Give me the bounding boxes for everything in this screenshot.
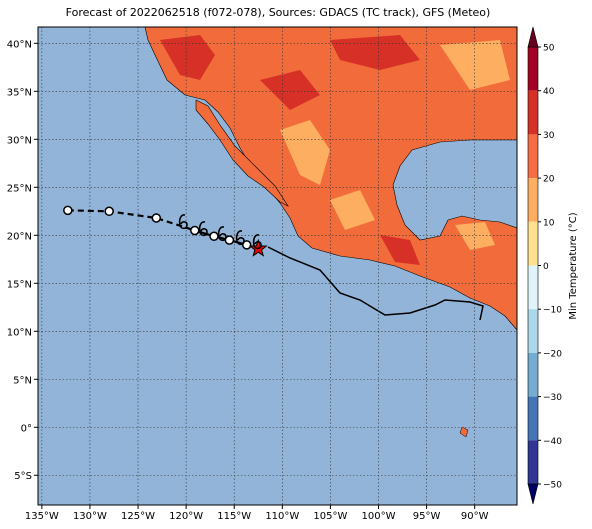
colorbar-band [528, 178, 538, 222]
colorbar-tick-label: −30 [543, 393, 562, 403]
lon-tick-label: 130°W [73, 511, 107, 522]
colorbar-band [528, 396, 538, 441]
track-line [67, 209, 196, 232]
colorbar-extend [527, 26, 539, 48]
colorbar-tick-label: −40 [543, 437, 562, 447]
lat-tick-label: 0° [21, 423, 32, 434]
colorbar-band [528, 90, 538, 135]
lat-tick-label: 15°N [7, 279, 32, 290]
title: Forecast of 2022062518 (f072-078), Sourc… [66, 6, 491, 19]
lon-tick-label: 120°W [169, 511, 203, 522]
colorbar-band [528, 309, 538, 353]
colorbar-band [528, 221, 538, 266]
map-frame [37, 26, 518, 506]
lat-tick-label: 35°N [7, 87, 32, 98]
lat-tick-label: 5°N [13, 375, 32, 386]
colorbar-band [528, 134, 538, 179]
colorbar-band [528, 440, 538, 484]
colorbar-tick-label: 50 [543, 44, 555, 54]
lon-tick-label: 115°W [217, 511, 251, 522]
colorbar-tick-label: 0 [543, 262, 549, 272]
colorbar-label: Min Temperature (°C) [568, 212, 579, 319]
track-point [241, 240, 252, 250]
colorbar-tick-label: 10 [543, 218, 555, 228]
colorbar-band [528, 265, 538, 310]
lon-tick-label: 100°W [362, 511, 396, 522]
colorbar-tick-label: −20 [543, 349, 562, 359]
temperature-patches [160, 35, 510, 438]
track-point [151, 213, 162, 223]
track-point [63, 205, 73, 216]
coastal-track [267, 246, 484, 321]
grid [38, 27, 517, 505]
lon-tick-label: 105°W [313, 511, 347, 522]
track-point [190, 225, 200, 236]
lat-tick-label: 20°N [7, 231, 32, 242]
lat-tick-label: 10°N [7, 327, 32, 338]
lon-tick-label: 125°W [121, 511, 155, 522]
lon-tick-label: 110°W [265, 511, 299, 522]
lat-tick-label: 40°N [7, 39, 32, 50]
lon-tick-label: 135°W [25, 511, 59, 522]
land [144, 27, 517, 331]
colorbar-band [528, 352, 538, 397]
colorbar-tick-label: −10 [543, 306, 562, 316]
colorbar-tick-label: 30 [543, 131, 555, 141]
colorbar-tick-label: 20 [543, 175, 555, 185]
lon-tick-label: 95°W [413, 511, 441, 522]
colorbar-extend [527, 483, 539, 505]
lat-tick-label: 30°N [7, 135, 32, 146]
colorbar-band [528, 47, 538, 91]
lon-tick-label: 90°W [461, 511, 489, 522]
baja-california [195, 99, 289, 207]
colorbar-tick-label: 40 [543, 87, 555, 97]
colorbar: 50 40 30 20 10 0 −10 −20 −30 −40 −50 [527, 26, 562, 505]
map-area [38, 27, 517, 505]
lat-tick-label: 25°N [7, 183, 32, 194]
track-point [104, 206, 114, 217]
track-point [209, 231, 219, 241]
lat-tick-label: 5°S [14, 471, 32, 482]
colorbar-tick-label: −50 [543, 481, 562, 491]
